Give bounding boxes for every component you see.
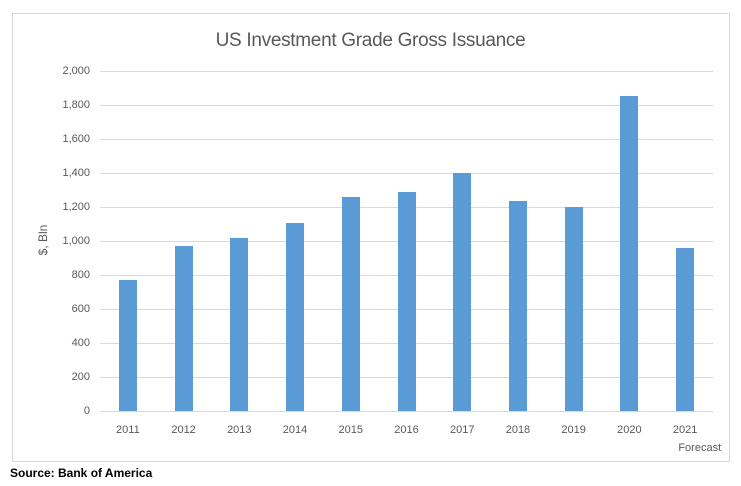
bar-2014 <box>286 223 305 411</box>
y-tick-label: 1,800 <box>62 99 90 111</box>
x-axis-line <box>100 411 713 412</box>
y-tick-label: 200 <box>71 371 90 383</box>
bar-2020 <box>620 95 639 411</box>
gridline <box>100 173 713 174</box>
bar-2019 <box>564 207 583 411</box>
bar-2013 <box>230 237 249 411</box>
chart-title: US Investment Grade Gross Issuance <box>215 30 526 51</box>
bar-2016 <box>397 191 416 411</box>
x-tick-label: 2018 <box>505 424 531 436</box>
y-tick-label: 0 <box>83 405 90 417</box>
gridline <box>100 71 713 72</box>
source-note: Source: Bank of America <box>10 466 153 480</box>
y-tick-label: 2,000 <box>62 65 90 77</box>
x-tick-label: 2015 <box>338 424 363 436</box>
y-tick-label: 1,000 <box>62 235 90 247</box>
x-tick-label: 2020 <box>617 424 642 436</box>
bar-2018 <box>508 201 527 411</box>
x-tick-label: 2011 <box>116 424 140 436</box>
gridline <box>100 139 713 140</box>
x-tick-label: 2021 Forecast <box>672 424 722 454</box>
x-tick-label: 2012 <box>171 424 196 436</box>
y-tick-label: 400 <box>71 337 90 349</box>
y-tick-label: 600 <box>71 303 90 315</box>
x-tick-label: 2017 <box>449 424 475 436</box>
x-tick-label: 2019 <box>561 424 586 436</box>
gridline <box>100 105 713 106</box>
x-tick-label: 2016 <box>394 424 419 436</box>
bar-2017 <box>453 173 472 411</box>
y-tick-label: 1,200 <box>62 201 90 213</box>
plot-area: 0 200 400 600 800 1,000 1,200 1,400 1,600 1,800 2,… <box>62 65 721 454</box>
bar-2021-forecast <box>676 247 695 411</box>
x-tick-label: 2013 <box>227 424 252 436</box>
bar-2015 <box>341 196 360 411</box>
y-tick-label: 1,400 <box>62 167 90 179</box>
x-tick-label: 2014 <box>282 424 308 436</box>
y-tick-label: 800 <box>71 269 90 281</box>
y-tick-label: 1,600 <box>62 133 90 145</box>
bar-2012 <box>174 246 193 411</box>
bar-2011 <box>118 280 137 411</box>
